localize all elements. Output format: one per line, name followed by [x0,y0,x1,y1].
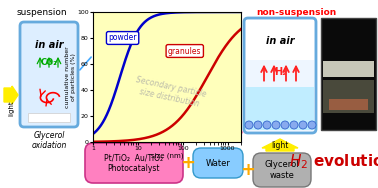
Bar [329,99,368,110]
Text: $\it{H_2}$ evolution: $\it{H_2}$ evolution [289,153,378,171]
Text: non-suspension: non-suspension [256,8,336,17]
Bar [323,61,374,77]
Text: powder: powder [108,33,137,42]
Text: Glycerol
waste: Glycerol waste [265,160,299,180]
Text: light: light [8,100,14,116]
FancyArrow shape [262,139,298,151]
Text: Pt/TiO₂  Au/TiO₂
Photocatalyst: Pt/TiO₂ Au/TiO₂ Photocatalyst [104,153,164,173]
X-axis label: size (nm): size (nm) [151,152,183,159]
Circle shape [254,121,262,129]
Circle shape [290,121,298,129]
Bar [22,69,76,124]
FancyBboxPatch shape [244,18,316,133]
FancyBboxPatch shape [85,143,183,183]
Text: light: light [271,141,289,150]
Text: in air: in air [266,36,294,46]
Circle shape [245,121,253,129]
Text: Water: Water [206,158,231,168]
Text: +: + [240,161,256,179]
Text: suspension: suspension [17,8,67,17]
Text: Secondary particle
size distribution: Secondary particle size distribution [133,76,207,110]
Bar [323,80,374,113]
Bar [28,113,70,122]
Text: granules: granules [168,46,201,55]
Circle shape [299,121,307,129]
Circle shape [281,121,289,129]
FancyBboxPatch shape [253,153,311,187]
Bar [246,87,314,130]
Text: H₂: H₂ [274,67,286,77]
Text: in air: in air [35,40,63,50]
Text: Glycerol
oxidation: Glycerol oxidation [31,131,67,150]
Bar [321,18,376,130]
Circle shape [308,121,316,129]
FancyBboxPatch shape [20,22,78,127]
Y-axis label: cumulative number
of particles (%): cumulative number of particles (%) [65,46,76,108]
Text: CO₂: CO₂ [40,58,57,67]
Circle shape [272,121,280,129]
FancyBboxPatch shape [193,148,243,178]
Text: +: + [181,154,195,172]
FancyArrow shape [4,86,18,104]
Circle shape [263,121,271,129]
Bar [246,20,314,60]
